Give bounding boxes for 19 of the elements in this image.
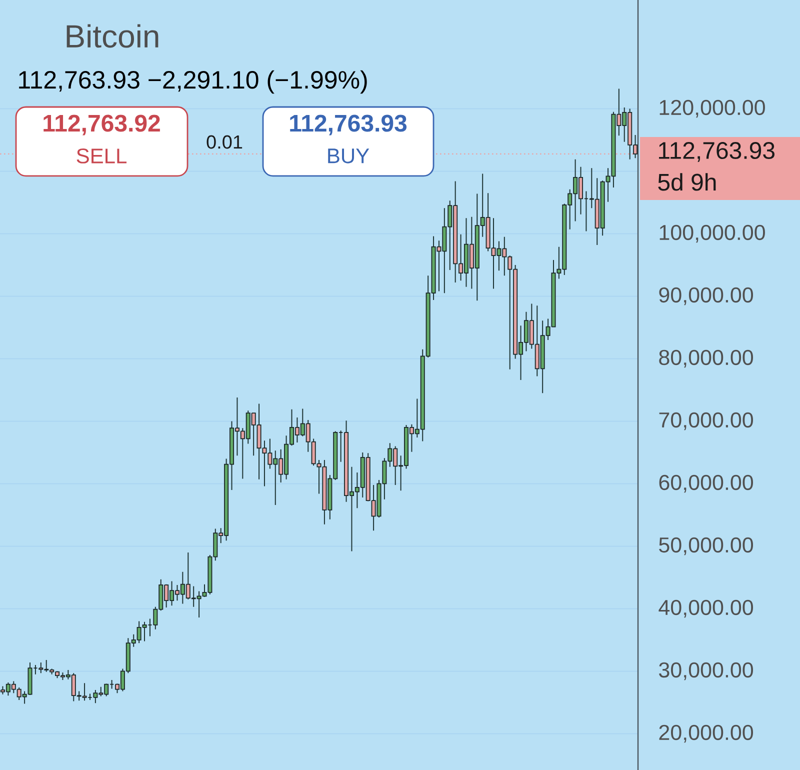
y-tick-label: 60,000.00 <box>659 474 754 493</box>
annotation: SELL <box>76 148 126 164</box>
y-tick-label: 100,000.00 <box>660 224 765 243</box>
annotation: 112,763.92 <box>44 114 160 136</box>
annotation: 0.01 <box>206 135 242 149</box>
annotation: 112,763.93 <box>290 114 407 136</box>
text: 5d 9h <box>658 173 716 191</box>
y-tick-label: 20,000.00 <box>659 724 754 743</box>
y-tick-label: 40,000.00 <box>658 600 754 618</box>
y-tick-label: 120,000.00 <box>660 100 765 118</box>
text: Bitcoin <box>66 24 158 48</box>
y-tick-label: 30,000.00 <box>659 662 754 680</box>
annotation: BUY <box>328 148 370 164</box>
y-tick-label: 90,000.00 <box>659 287 754 306</box>
y-tick-label: 70,000.00 <box>659 412 754 430</box>
ref-line-label: 112,763.93 <box>659 142 774 162</box>
y-tick-label: 80,000.00 <box>659 350 754 368</box>
text: 112,763.93 −2,291.10 (−1.99%) <box>19 70 367 94</box>
y-tick-label: 50,000.00 <box>659 537 754 556</box>
